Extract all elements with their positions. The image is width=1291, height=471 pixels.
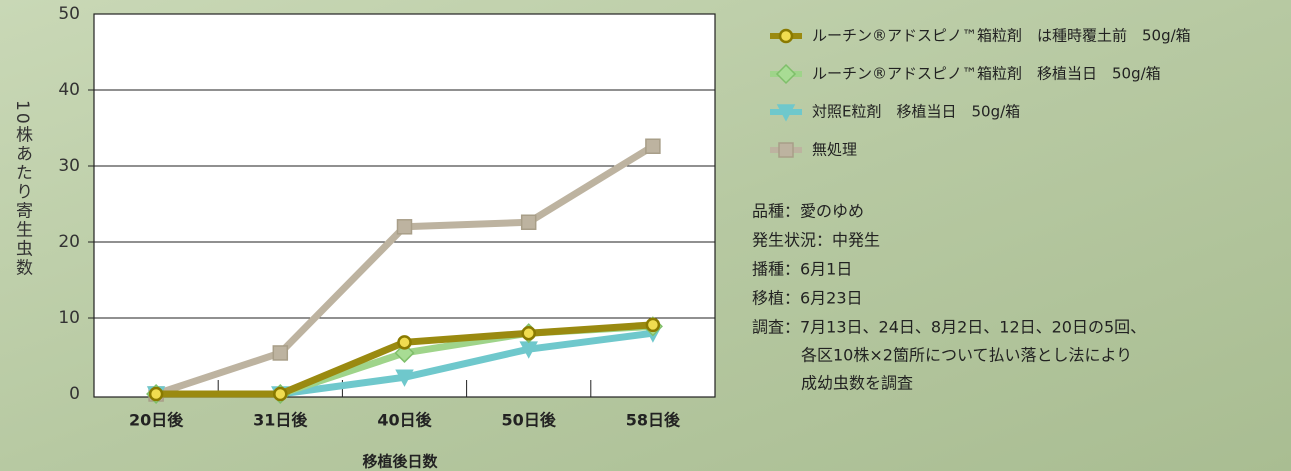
x-tick-label: 40日後 xyxy=(377,411,432,430)
marker xyxy=(775,63,797,85)
x-tick-label: 31日後 xyxy=(253,411,308,430)
x-tick-label: 50日後 xyxy=(502,411,557,430)
legend-label: ルーチン®アドスピノ™箱粒剤 移植当日 50g/箱 xyxy=(812,65,1161,83)
note: 播種：6月1日 xyxy=(752,260,852,279)
marker xyxy=(776,104,796,122)
series xyxy=(148,317,661,402)
y-tick-label: 10 xyxy=(58,308,80,328)
x-tick-label: 58日後 xyxy=(626,411,681,430)
marker xyxy=(521,325,536,341)
marker xyxy=(778,142,794,158)
y-axis-title: 10株あたり寄生虫数 xyxy=(12,100,33,278)
note: 発生状況：中発生 xyxy=(752,231,880,250)
note: 移植：6月23日 xyxy=(752,289,863,308)
marker xyxy=(395,369,414,387)
y-tick-label: 50 xyxy=(58,4,80,24)
marker xyxy=(394,342,415,364)
note: 成幼虫数を調査 xyxy=(801,374,913,393)
marker xyxy=(778,28,794,44)
legend-label: 対照E粒剤 移植当日 50g/箱 xyxy=(812,103,1020,121)
note: 各区10株×2箇所について払い落とし法により xyxy=(801,346,1132,365)
y-tick-label: 30 xyxy=(58,156,80,176)
marker xyxy=(273,386,288,402)
marker xyxy=(272,345,289,361)
marker xyxy=(645,138,661,154)
x-tick-label: 20日後 xyxy=(129,411,184,430)
marker xyxy=(396,219,413,235)
y-tick-label: 40 xyxy=(58,80,80,100)
marker xyxy=(520,214,537,230)
note: 品種：愛のゆめ xyxy=(752,202,864,221)
x-axis-title: 移植後日数 xyxy=(362,453,438,471)
marker xyxy=(148,386,164,402)
marker xyxy=(645,317,661,333)
legend-label: ルーチン®アドスピノ™箱粒剤 は種時覆土前 50g/箱 xyxy=(812,27,1191,45)
y-tick-label: 0 xyxy=(69,384,80,404)
legend-label: 無処理 xyxy=(812,141,857,159)
note: 調査：7月13日、24日、8月2日、12日、20日の5回、 xyxy=(752,318,1146,337)
marker xyxy=(397,335,412,350)
y-tick-label: 20 xyxy=(58,232,80,252)
plot-area xyxy=(93,13,716,398)
